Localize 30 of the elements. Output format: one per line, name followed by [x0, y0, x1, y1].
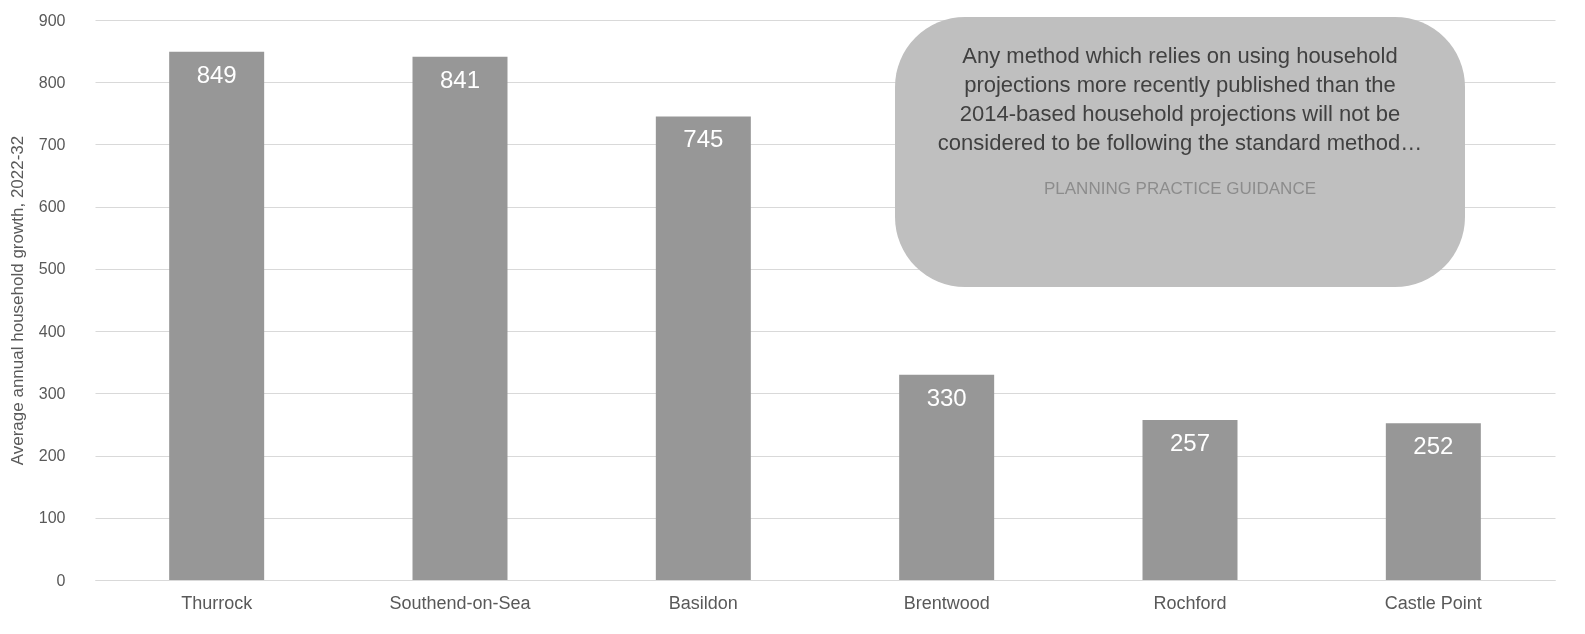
data-label: 849 [196, 60, 237, 88]
y-tick-label: 500 [38, 260, 66, 278]
data-label: 745 [683, 125, 724, 153]
y-tick-label: 700 [38, 135, 66, 153]
data-label: 257 [1169, 429, 1211, 457]
data-label: 252 [1413, 432, 1454, 460]
y-tick-label: 800 [38, 73, 66, 91]
x-tick-label: Southend-on-Sea [389, 592, 532, 613]
x-tick-label: Basildon [668, 592, 738, 613]
y-tick-label: 900 [38, 11, 66, 29]
bar [1142, 420, 1238, 580]
y-tick-label: 600 [38, 198, 66, 216]
y-tick-label: 200 [38, 447, 66, 465]
bar [655, 116, 751, 580]
x-tick-label: Brentwood [903, 592, 990, 613]
bar [1385, 423, 1481, 580]
annotation: Any method which relies on using household projections more recently published than the 2014-based household projections will not be considered to be following the standard method… [936, 42, 1424, 157]
bar [412, 56, 508, 580]
data-label: 841 [439, 65, 481, 93]
y-tick-label: 400 [38, 322, 66, 340]
y-tick-label: 300 [38, 384, 66, 402]
y-tick-label: 100 [38, 509, 66, 527]
y-axis-title: Average annual household growth, 2022-32 [7, 135, 27, 466]
x-tick-label: Castle Point [1384, 592, 1482, 613]
bar [169, 51, 265, 580]
y-tick-label: 0 [56, 571, 66, 589]
x-tick-label: Thurrock [181, 592, 254, 613]
bar [899, 374, 995, 580]
x-tick-label: Rochford [1153, 592, 1227, 613]
data-label: 330 [926, 383, 967, 411]
